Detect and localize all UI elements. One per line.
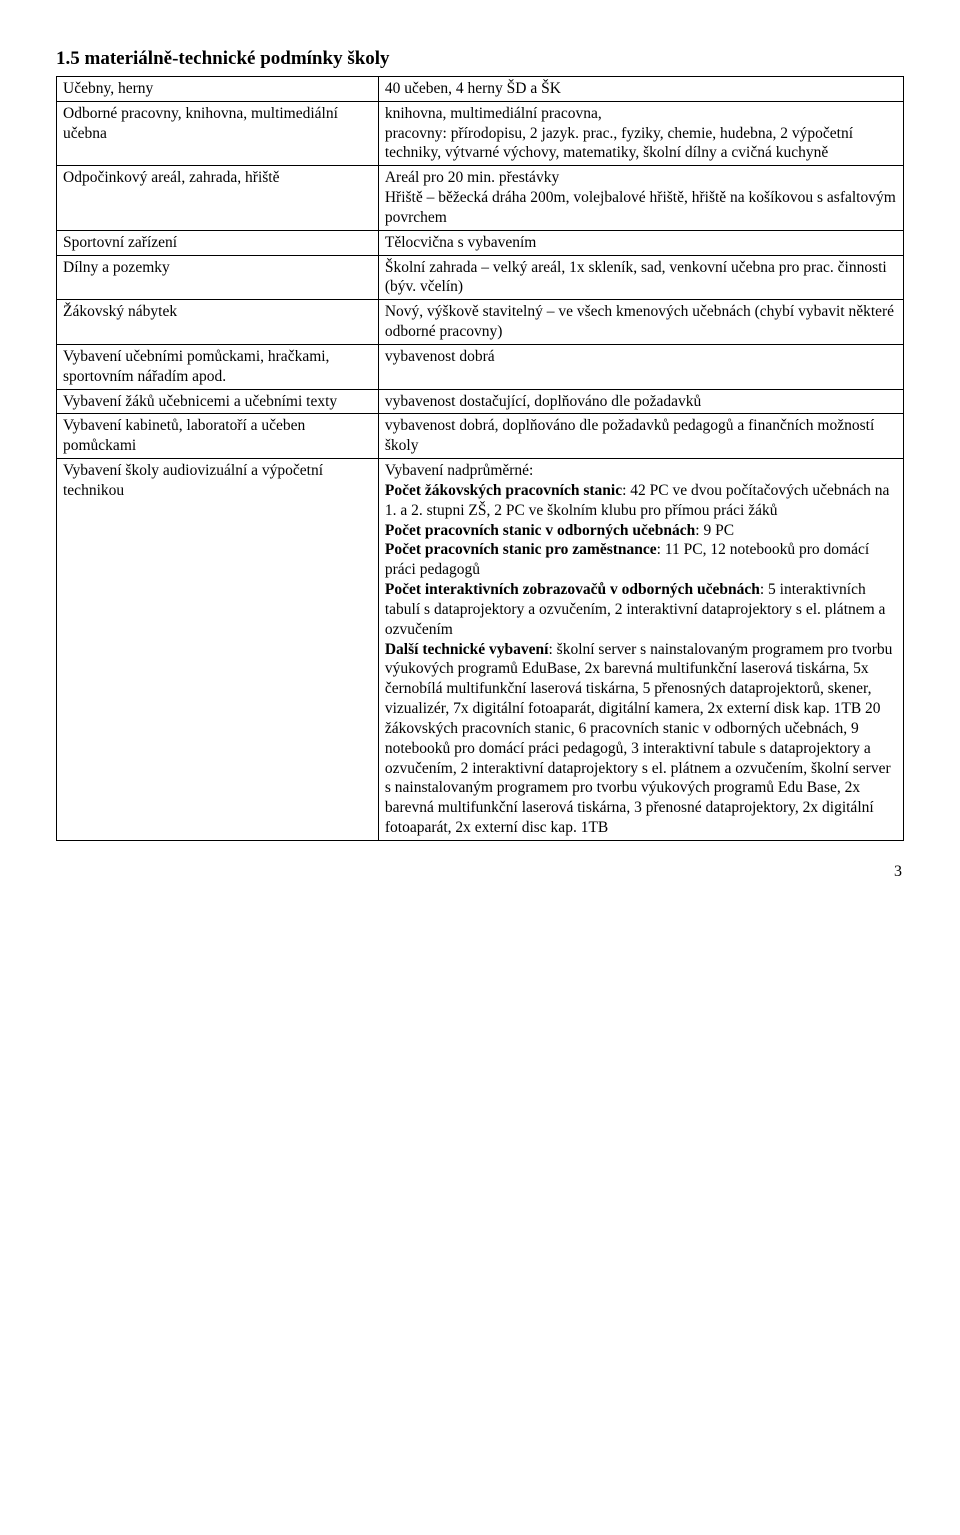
row-label: Sportovní zařízení (57, 230, 379, 255)
bold-run: Další technické vybavení (385, 641, 549, 658)
table-row: Dílny a pozemkyŠkolní zahrada – velký ar… (57, 255, 904, 300)
value-paragraph: Počet žákovských pracovních stanic: 42 P… (385, 481, 897, 521)
row-label: Odborné pracovny, knihovna, multimediáln… (57, 101, 379, 165)
value-paragraph: Vybavení nadprůměrné: (385, 461, 897, 481)
bold-run: Počet interaktivních zobrazovačů v odbor… (385, 581, 760, 598)
value-paragraph: vybavenost dobrá (385, 347, 897, 367)
page-number: 3 (56, 863, 904, 881)
value-paragraph: Počet interaktivních zobrazovačů v odbor… (385, 580, 897, 639)
row-label: Dílny a pozemky (57, 255, 379, 300)
table-row: Odborné pracovny, knihovna, multimediáln… (57, 101, 904, 165)
bold-run: Počet pracovních stanic pro zaměstnance (385, 541, 657, 558)
table-row: Vybavení školy audiovizuální a výpočetní… (57, 459, 904, 841)
row-label: Vybavení učebními pomůckami, hračkami, s… (57, 344, 379, 389)
row-value: Vybavení nadprůměrné:Počet žákovských pr… (378, 459, 903, 841)
table-row: Učebny, herny 40 učeben, 4 herny ŠD a ŠK (57, 77, 904, 102)
row-value: Areál pro 20 min. přestávkyHřiště – běže… (378, 166, 903, 230)
table-row: Odpočinkový areál, zahrada, hřištěAreál … (57, 166, 904, 230)
row-label: Odpočinkový areál, zahrada, hřiště (57, 166, 379, 230)
table-row: Sportovní zařízení Tělocvična s vybavením (57, 230, 904, 255)
bold-run: Počet žákovských pracovních stanic (385, 482, 622, 499)
row-label: Vybavení žáků učebnicemi a učebními text… (57, 389, 379, 414)
row-label: Vybavení kabinetů, laboratoří a učeben p… (57, 414, 379, 459)
value-paragraph: 40 učeben, 4 herny ŠD a ŠK (385, 79, 897, 99)
value-paragraph: Areál pro 20 min. přestávky (385, 168, 897, 188)
row-value: Nový, výškově stavitelný – ve všech kmen… (378, 300, 903, 345)
value-paragraph: vybavenost dobrá, doplňováno dle požadav… (385, 416, 897, 456)
row-value: Školní zahrada – velký areál, 1x skleník… (378, 255, 903, 300)
table-row: Žákovský nábytekNový, výškově stavitelný… (57, 300, 904, 345)
value-paragraph: Nový, výškově stavitelný – ve všech kmen… (385, 302, 897, 342)
value-paragraph: Další technické vybavení: školní server … (385, 640, 897, 838)
row-label: Žákovský nábytek (57, 300, 379, 345)
row-value: knihovna, multimediální pracovna,pracovn… (378, 101, 903, 165)
table-row: Vybavení žáků učebnicemi a učebními text… (57, 389, 904, 414)
conditions-tbody: Učebny, herny 40 učeben, 4 herny ŠD a ŠK O… (57, 77, 904, 841)
value-paragraph: knihovna, multimediální pracovna, (385, 104, 897, 124)
conditions-table: Učebny, herny 40 učeben, 4 herny ŠD a ŠK O… (56, 76, 904, 841)
row-value: Tělocvična s vybavením (378, 230, 903, 255)
value-paragraph: pracovny: přírodopisu, 2 jazyk. prac., f… (385, 124, 897, 164)
value-paragraph: Počet pracovních stanic pro zaměstnance:… (385, 540, 897, 580)
bold-run: Počet pracovních stanic v odborných učeb… (385, 522, 695, 539)
table-row: Vybavení kabinetů, laboratoří a učeben p… (57, 414, 904, 459)
text-run: : školní server s nainstalovaným program… (385, 641, 893, 836)
value-paragraph: Školní zahrada – velký areál, 1x skleník… (385, 258, 897, 298)
row-value: vybavenost dostačující, doplňováno dle p… (378, 389, 903, 414)
text-run: : 9 PC (695, 522, 734, 539)
row-value: vybavenost dobrá, doplňováno dle požadav… (378, 414, 903, 459)
value-paragraph: Počet pracovních stanic v odborných učeb… (385, 521, 897, 541)
row-label: Vybavení školy audiovizuální a výpočetní… (57, 459, 379, 841)
value-paragraph: Tělocvična s vybavením (385, 233, 897, 253)
row-value: vybavenost dobrá (378, 344, 903, 389)
row-value: 40 učeben, 4 herny ŠD a ŠK (378, 77, 903, 102)
section-title: 1.5 materiálně-technické podmínky školy (56, 48, 904, 70)
value-paragraph: vybavenost dostačující, doplňováno dle p… (385, 392, 897, 412)
value-paragraph: Hřiště – běžecká dráha 200m, volejbalové… (385, 188, 897, 228)
row-label: Učebny, herny (57, 77, 379, 102)
table-row: Vybavení učebními pomůckami, hračkami, s… (57, 344, 904, 389)
